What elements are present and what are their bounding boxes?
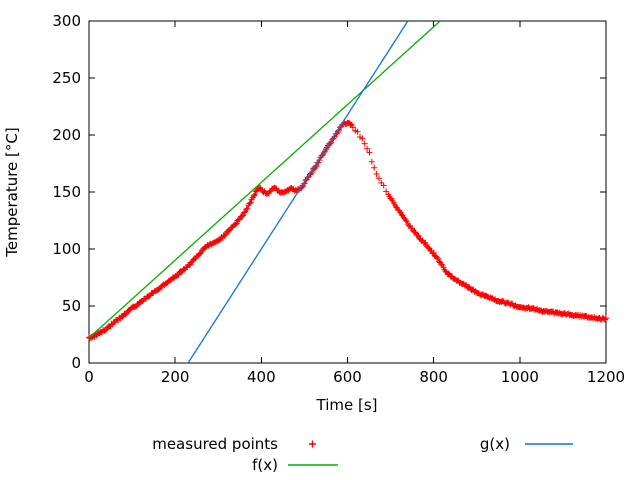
x-tick-label: 600	[333, 368, 362, 386]
y-tick-label: 200	[52, 126, 81, 144]
y-tick-label: 150	[52, 183, 81, 201]
x-tick-label: 400	[247, 368, 276, 386]
x-axis-title: Time [s]	[316, 396, 378, 414]
f-line-series	[89, 21, 441, 339]
y-tick-label: 300	[52, 12, 81, 30]
legend: measured points g(x) f(x)	[152, 435, 573, 474]
legend-label-measured-points: measured points	[152, 435, 278, 453]
x-tick-label: 1200	[587, 368, 625, 386]
legend-label-f: f(x)	[252, 456, 278, 474]
measured-points-series	[86, 119, 609, 342]
g-line-series	[187, 21, 409, 363]
y-tick-label: 250	[52, 69, 81, 87]
x-tick-label: 200	[161, 368, 190, 386]
y-tick-label: 100	[52, 240, 81, 258]
y-axis-title: Temperature [°C]	[3, 127, 21, 257]
legend-label-g: g(x)	[480, 435, 510, 453]
x-tick-label: 800	[419, 368, 448, 386]
plot-border	[88, 20, 607, 364]
y-tick-label: 50	[62, 297, 81, 315]
y-tick-label: 0	[71, 354, 81, 372]
legend-marker-plus-icon	[309, 440, 316, 448]
x-tick-label: 0	[84, 368, 94, 386]
x-tick-label: 1000	[501, 368, 539, 386]
